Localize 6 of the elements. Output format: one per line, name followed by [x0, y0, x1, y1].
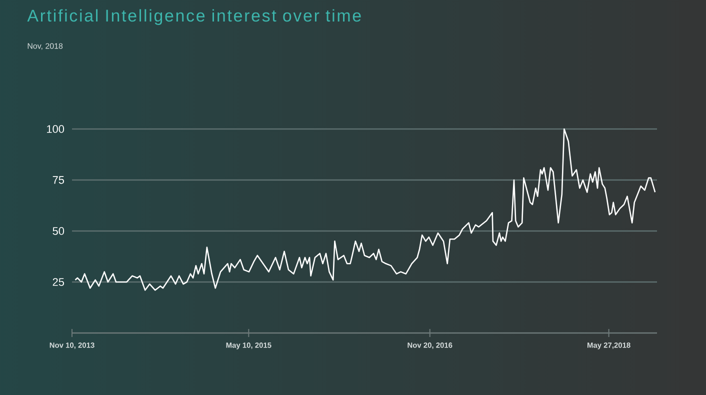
- chart-title: Artificial Intelligence interest over time: [27, 9, 361, 25]
- y-tick-label: 25: [52, 278, 64, 286]
- y-tick-label: 100: [47, 125, 64, 133]
- y-tick-label: 50: [52, 227, 64, 235]
- y-tick-label: 75: [52, 176, 64, 184]
- line-series: [74, 128, 656, 291]
